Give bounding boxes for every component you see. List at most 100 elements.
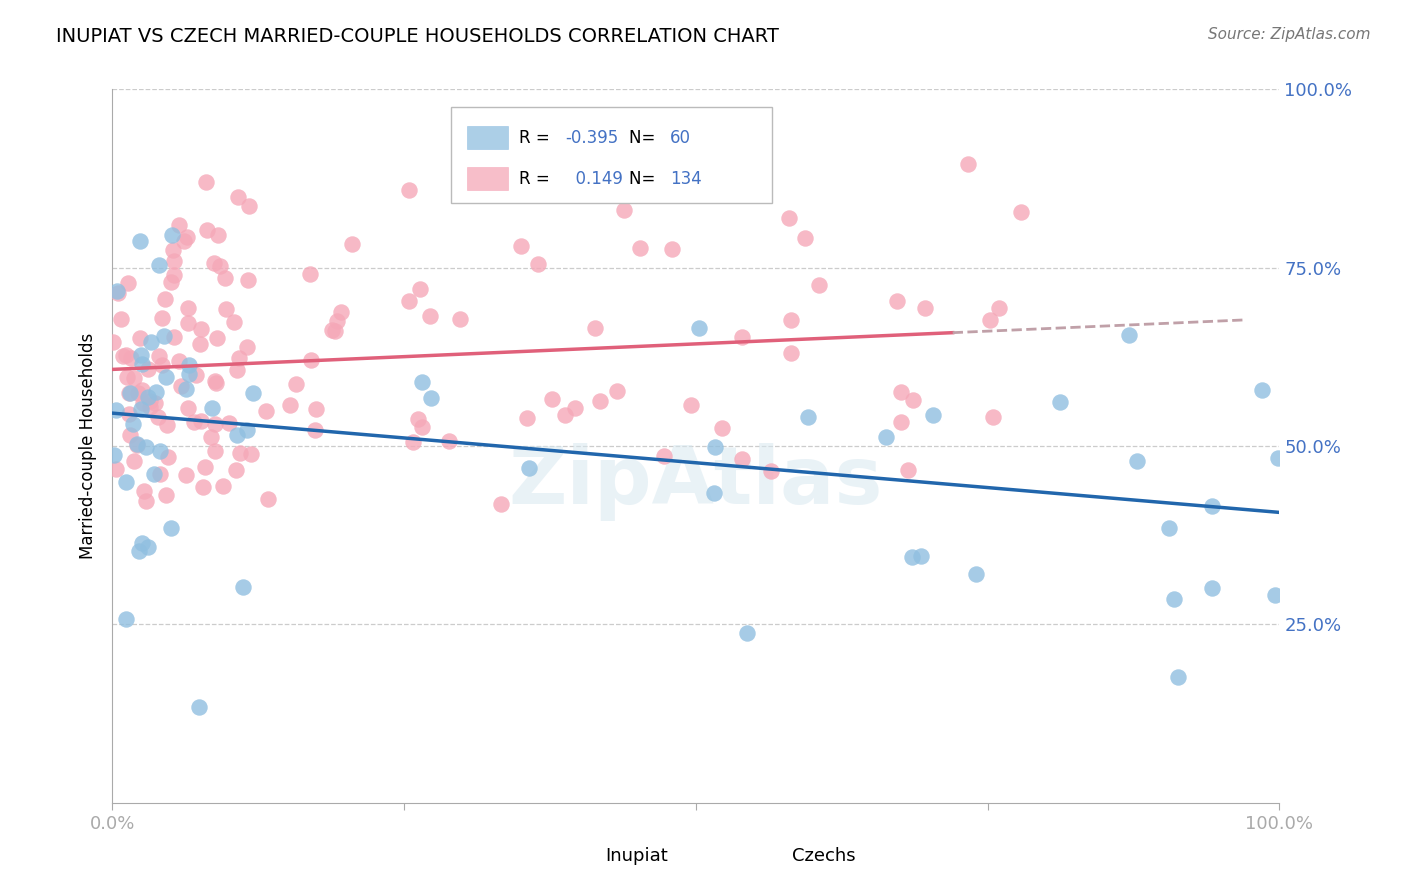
Point: [988, 301, 1011, 316]
Text: N=: N=: [630, 128, 661, 146]
Point: [104, 461, 127, 475]
Point: [1049, 395, 1071, 409]
Y-axis label: Married-couple Households: Married-couple Households: [79, 333, 97, 559]
Point: [411, 375, 433, 389]
Point: [411, 420, 433, 434]
Point: [481, 169, 503, 183]
Text: 60: 60: [671, 128, 692, 146]
Point: [145, 385, 167, 400]
Point: [517, 460, 540, 475]
Point: [162, 243, 184, 257]
Point: [149, 444, 172, 458]
Text: 134: 134: [671, 169, 702, 187]
Point: [174, 382, 197, 396]
Point: [661, 242, 683, 256]
Point: [156, 418, 179, 433]
Point: [228, 189, 250, 203]
Point: [225, 363, 247, 377]
Point: [325, 314, 347, 328]
Point: [143, 396, 166, 410]
Point: [1167, 670, 1189, 684]
Point: [142, 467, 165, 481]
Point: [170, 379, 193, 393]
Point: [299, 353, 322, 368]
Point: [330, 304, 353, 318]
Text: N=: N=: [630, 169, 661, 187]
Point: [129, 331, 152, 345]
Point: [449, 312, 471, 326]
Point: [204, 376, 226, 391]
Point: [914, 301, 936, 316]
Point: [107, 286, 129, 301]
Point: [118, 428, 141, 442]
Point: [979, 313, 1001, 327]
Point: [242, 385, 264, 400]
Point: [1201, 581, 1223, 595]
Point: [564, 401, 586, 415]
Point: [256, 491, 278, 506]
Point: [176, 230, 198, 244]
Point: [1157, 521, 1180, 535]
Point: [160, 521, 183, 535]
Point: [136, 540, 159, 554]
Point: [218, 417, 240, 431]
Point: [115, 348, 138, 362]
Point: [136, 390, 159, 404]
Point: [688, 320, 710, 334]
Point: [1126, 454, 1149, 468]
Point: [105, 285, 128, 299]
Point: [229, 446, 252, 460]
Point: [214, 302, 236, 317]
Point: [204, 417, 226, 431]
Point: [238, 273, 260, 287]
Point: [155, 488, 177, 502]
Point: [526, 257, 548, 271]
Point: [135, 494, 157, 508]
Text: -0.395: -0.395: [565, 128, 619, 146]
Point: [890, 416, 912, 430]
Point: [103, 335, 125, 350]
Point: [554, 408, 576, 422]
Point: [118, 407, 141, 421]
Text: ZipAtlas: ZipAtlas: [509, 442, 883, 521]
Point: [304, 423, 326, 437]
Point: [797, 409, 820, 424]
Point: [238, 199, 260, 213]
Point: [204, 444, 226, 458]
Point: [398, 293, 420, 308]
Point: [628, 241, 651, 255]
Point: [305, 401, 328, 416]
Point: [613, 203, 636, 218]
Point: [193, 480, 215, 494]
Point: [226, 428, 249, 442]
Point: [173, 234, 195, 248]
Point: [1264, 588, 1286, 602]
Point: [1163, 592, 1185, 607]
Point: [138, 394, 160, 409]
Point: [409, 282, 432, 296]
Text: INUPIAT VS CZECH MARRIED-COUPLE HOUSEHOLDS CORRELATION CHART: INUPIAT VS CZECH MARRIED-COUPLE HOUSEHOL…: [56, 27, 779, 45]
Point: [169, 218, 191, 232]
Point: [163, 268, 186, 282]
Point: [128, 544, 150, 558]
Point: [138, 401, 160, 415]
Point: [194, 175, 217, 189]
Text: 0.149: 0.149: [565, 169, 623, 187]
Point: [163, 254, 186, 268]
Point: [236, 424, 259, 438]
Point: [541, 392, 564, 406]
Point: [148, 349, 170, 363]
Point: [981, 410, 1004, 425]
Point: [1250, 383, 1272, 397]
Point: [731, 330, 754, 344]
Point: [254, 404, 277, 418]
Point: [875, 429, 897, 443]
Point: [589, 394, 612, 409]
Point: [187, 699, 209, 714]
Text: Source: ZipAtlas.com: Source: ZipAtlas.com: [1208, 27, 1371, 42]
Point: [419, 391, 441, 405]
Point: [205, 331, 228, 345]
Point: [780, 312, 803, 326]
FancyBboxPatch shape: [467, 127, 508, 149]
Point: [901, 550, 924, 565]
